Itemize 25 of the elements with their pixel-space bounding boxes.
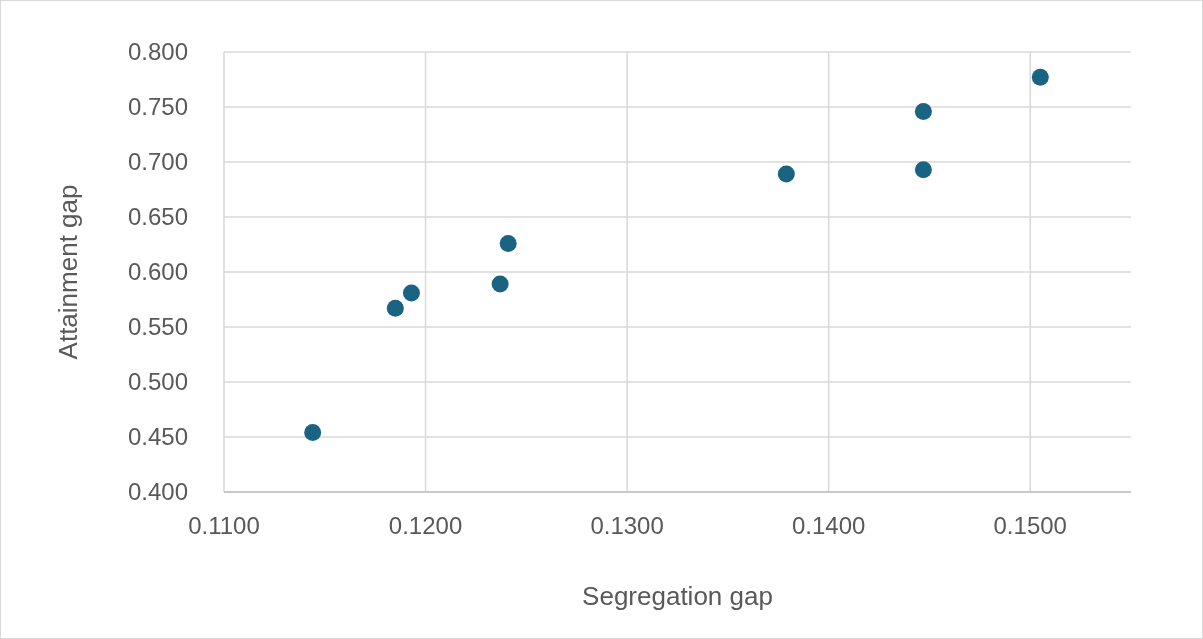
point [304, 424, 322, 442]
x-axis-title: Segregation gap [582, 581, 773, 611]
point [499, 234, 517, 252]
y-tick-label: 0.600 [127, 258, 188, 286]
point [1031, 68, 1049, 86]
y-tick-label: 0.450 [127, 423, 188, 451]
point [914, 102, 932, 120]
y-axis-title: Attainment gap [53, 184, 83, 360]
y-tick-label: 0.400 [127, 478, 188, 506]
x-tick-label: 0.1200 [388, 512, 463, 539]
x-tick-label: 0.1100 [188, 512, 260, 539]
point [777, 165, 795, 183]
y-tick-label: 0.750 [127, 93, 188, 121]
y-tick-label: 0.550 [127, 313, 188, 341]
y-tick-label: 0.650 [127, 203, 188, 231]
x-tick-label: 0.1400 [791, 512, 866, 539]
y-tick-label: 0.700 [127, 148, 188, 176]
y-tick-label: 0.800 [127, 38, 188, 66]
point [402, 284, 420, 302]
point [491, 275, 509, 293]
point [386, 299, 404, 317]
point [914, 161, 932, 179]
x-tick-label: 0.1500 [993, 512, 1067, 539]
x-tick-label: 0.1300 [590, 512, 664, 539]
y-tick-label: 0.500 [127, 368, 188, 396]
